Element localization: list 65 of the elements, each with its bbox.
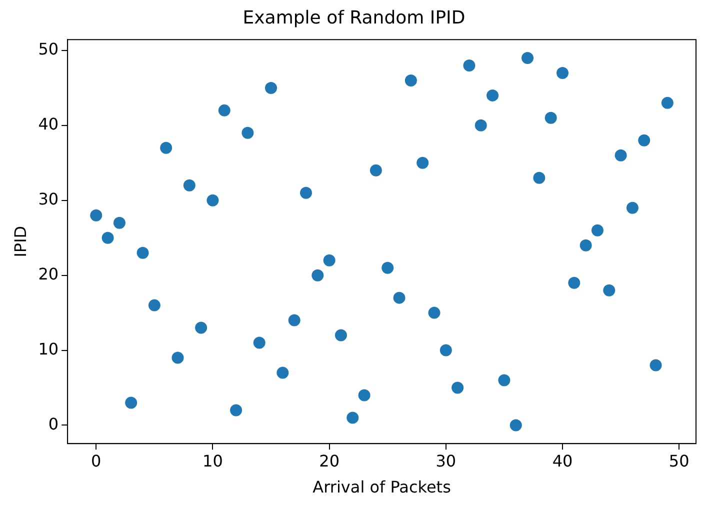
point (113, 216, 126, 229)
point (591, 224, 604, 236)
y-tick-label: 30 (38, 190, 59, 209)
point (580, 239, 592, 252)
point (346, 412, 359, 424)
point (265, 82, 278, 94)
point (358, 389, 370, 402)
point (650, 359, 662, 372)
point (533, 172, 546, 184)
x-tick-label: 0 (91, 451, 102, 470)
point (148, 299, 160, 312)
point (626, 202, 638, 214)
point (183, 179, 196, 192)
point (90, 209, 102, 222)
point (452, 382, 464, 394)
point (486, 89, 499, 102)
point (160, 142, 172, 154)
point (661, 96, 674, 109)
x-tick-label: 50 (668, 451, 690, 470)
x-tick-label: 40 (552, 451, 573, 470)
point (206, 194, 219, 206)
point (242, 126, 254, 139)
point (522, 52, 534, 64)
point (428, 306, 440, 319)
point (276, 366, 289, 379)
y-tick-label: 50 (38, 40, 59, 59)
point (323, 254, 336, 266)
point (474, 119, 487, 132)
point (102, 232, 114, 244)
y-tick-label: 20 (38, 264, 59, 284)
x-axis-title: Arrival of Packets (312, 478, 451, 497)
y-tick-label: 40 (38, 114, 59, 134)
point (125, 396, 138, 409)
point (312, 269, 324, 282)
point (382, 262, 394, 274)
point (218, 104, 230, 116)
chart-title: Example of Random IPID (242, 7, 466, 28)
point (253, 336, 266, 349)
point (568, 276, 580, 289)
x-tick-label: 30 (436, 451, 456, 470)
point (544, 112, 557, 124)
point (404, 74, 417, 86)
y-axis-title: IPID (10, 226, 30, 258)
x-tick-label: 20 (319, 451, 340, 470)
point (393, 292, 406, 304)
y-tick-label: 0 (48, 414, 59, 434)
point (638, 134, 650, 146)
point (288, 314, 300, 326)
point (603, 284, 616, 296)
point (136, 246, 149, 259)
x-tick-label: 10 (202, 451, 223, 470)
point (556, 66, 568, 79)
point (510, 419, 522, 432)
point (440, 344, 452, 356)
point (195, 322, 208, 334)
point (370, 164, 382, 176)
point (300, 186, 312, 199)
point (463, 59, 476, 72)
point (498, 374, 510, 386)
point (614, 149, 627, 162)
point (230, 404, 242, 416)
point (416, 156, 429, 169)
y-tick-label: 10 (38, 339, 59, 358)
point (334, 329, 347, 342)
point (172, 352, 184, 364)
